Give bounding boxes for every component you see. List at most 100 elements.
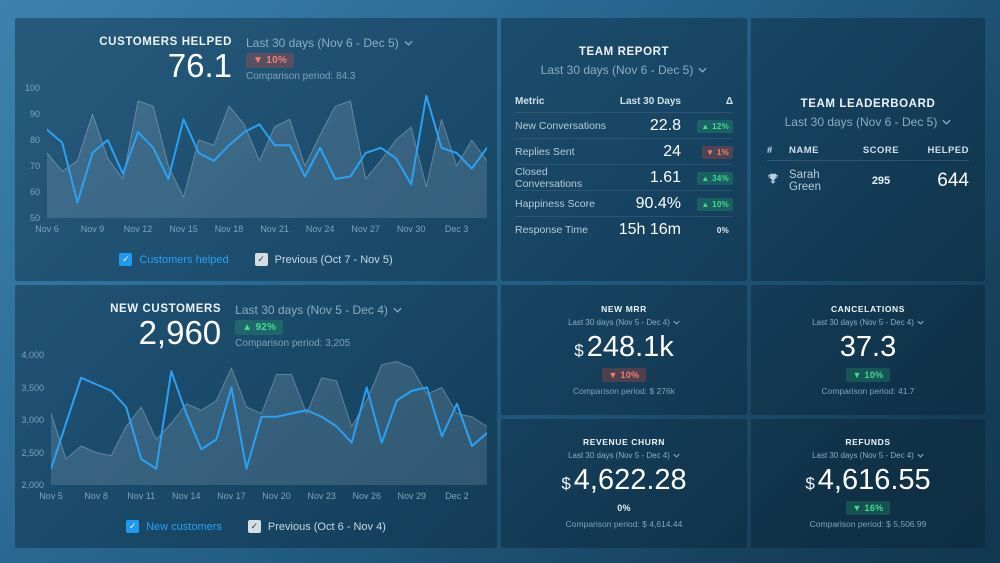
y-axis-tick: 60: [29, 187, 40, 198]
chevron-down-icon: [673, 453, 680, 458]
new-mrr-value: $ 248.1k: [574, 330, 674, 363]
x-axis-labels: Nov 6 Nov 9 Nov 12 Nov 15 Nov 18 Nov 21 Nov 24…: [35, 222, 487, 238]
panel-team-leaderboard: TEAM LEADERBOARD Last 30 days (Nov 6 - D…: [751, 18, 985, 281]
x-axis-tick: Nov 30: [396, 224, 426, 235]
x-axis-tick: Nov 18: [214, 224, 244, 235]
table-row: New Conversations 22.8 ▲ 12%: [515, 113, 733, 139]
table-row: Closed Conversations 1.61 ▲ 34%: [515, 165, 733, 191]
table-header-row: # NAME SCORE HELPED: [767, 145, 969, 161]
new-mrr-delta-badge: ▼ 10%: [601, 367, 647, 382]
panel-new-customers: NEW CUSTOMERS 2,960 Last 30 days (Nov 5 …: [15, 285, 497, 548]
cancelations-value: 37.3: [839, 330, 897, 363]
panel-revenue-churn: REVENUE CHURN Last 30 days (Nov 5 - Dec …: [501, 418, 747, 548]
table-header-row: Metric Last 30 Days Δ: [515, 91, 733, 113]
revenue-churn-delta-badge: 0%: [617, 503, 631, 514]
y-axis-tick: 2,500: [21, 447, 44, 458]
table-row: Replies Sent 24 ▼ 1%: [515, 139, 733, 165]
team-leaderboard-title: TEAM LEADERBOARD: [800, 98, 936, 110]
delta-badge: ▲ 34%: [697, 171, 733, 185]
delta-badge: ▲ 10%: [697, 197, 733, 211]
legend-toggle-new-customers[interactable]: ✓ New customers: [126, 520, 222, 534]
legend-toggle-previous[interactable]: ✓ Previous (Oct 6 - Nov 4): [247, 520, 386, 534]
previous-period-line: [47, 101, 487, 197]
team-report-period-dropdown[interactable]: Last 30 days (Nov 6 - Dec 5): [541, 63, 708, 77]
legend-toggle-customers-helped[interactable]: ✓ Customers helped: [119, 253, 229, 267]
chevron-down-icon: [393, 307, 402, 313]
customers-helped-period-dropdown[interactable]: Last 30 days (Nov 6 - Dec 5): [246, 36, 413, 50]
cancelations-period-dropdown[interactable]: Last 30 days (Nov 5 - Dec 4): [812, 318, 924, 327]
x-axis-tick: Nov 24: [305, 224, 335, 235]
refunds-comparison: Comparison period: $ 5,506.99: [809, 519, 927, 530]
new-mrr-comparison: Comparison period: $ 276k: [572, 385, 676, 396]
chevron-down-icon: [942, 119, 951, 125]
delta-badge: ▼ 1%: [702, 145, 733, 159]
line-chart: [51, 355, 487, 486]
checkbox-checked-icon: ✓: [119, 253, 133, 267]
refunds-title: REFUNDS: [845, 437, 891, 448]
team-report-table: Metric Last 30 Days Δ New Conversations …: [515, 91, 733, 243]
previous-period-area: [47, 101, 487, 219]
chevron-down-icon: [404, 40, 413, 46]
y-axis-tick: 3,500: [21, 382, 44, 393]
x-axis-tick: Nov 23: [307, 491, 336, 502]
delta-badge: ▲ 12%: [697, 119, 733, 133]
x-axis-tick: Dec 3: [444, 224, 469, 235]
y-axis-labels: 100 90 80 70 60 50: [15, 83, 47, 223]
new-customers-comparison: Comparison period: 3,205: [235, 338, 351, 349]
cancelations-comparison: Comparison period: 41.7: [821, 385, 915, 396]
panel-customers-helped: CUSTOMERS HELPED 76.1 Last 30 days (Nov …: [15, 18, 497, 281]
checkbox-checked-icon: ✓: [254, 253, 268, 267]
checkbox-checked-icon: ✓: [247, 520, 261, 534]
x-axis-tick: Dec 2: [445, 491, 469, 502]
panel-cancelations: CANCELATIONS Last 30 days (Nov 5 - Dec 4…: [751, 285, 985, 415]
refunds-value: $ 4,616.55: [805, 464, 931, 497]
team-leaderboard-period-dropdown[interactable]: Last 30 days (Nov 6 - Dec 5): [785, 115, 952, 129]
table-row: Happiness Score 90.4% ▲ 10%: [515, 191, 733, 217]
x-axis-tick: Nov 29: [397, 491, 427, 502]
panel-team-report: TEAM REPORT Last 30 days (Nov 6 - Dec 5)…: [501, 18, 747, 281]
y-axis-tick: 50: [29, 213, 40, 224]
customers-helped-title: CUSTOMERS HELPED: [99, 36, 232, 48]
x-axis-tick: Nov 12: [123, 224, 153, 235]
delta-badge: 0%: [716, 226, 729, 235]
customers-helped-delta-badge: ▼ 10%: [245, 53, 295, 68]
currency-symbol: $: [805, 474, 815, 494]
chevron-down-icon: [698, 67, 707, 73]
panel-new-mrr: NEW MRR Last 30 days (Nov 5 - Dec 4) $ 2…: [501, 285, 747, 415]
new-customers-legend: ✓ New customers ✓ Previous (Oct 6 - Nov …: [15, 505, 497, 548]
table-row: Response Time 15h 16m 0%: [515, 217, 733, 243]
previous-period-area: [51, 361, 487, 486]
new-mrr-period-dropdown[interactable]: Last 30 days (Nov 5 - Dec 4): [568, 318, 680, 327]
x-axis-tick: Nov 21: [260, 224, 289, 235]
customers-helped-comparison: Comparison period: 84.3: [245, 71, 356, 82]
x-axis-tick: Nov 20: [262, 491, 291, 502]
x-axis-tick: Nov 27: [351, 224, 380, 235]
y-axis-tick: 90: [29, 109, 40, 120]
revenue-churn-period-dropdown[interactable]: Last 30 days (Nov 5 - Dec 4): [568, 451, 680, 460]
checkbox-checked-icon: ✓: [126, 520, 140, 534]
x-axis-tick: Nov 17: [217, 491, 246, 502]
x-axis-tick: Nov 5: [39, 491, 63, 502]
line-chart: [47, 88, 487, 219]
x-axis-tick: Nov 14: [172, 491, 201, 502]
team-report-title: TEAM REPORT: [578, 46, 670, 58]
x-axis-tick: Nov 11: [127, 491, 156, 502]
y-axis-tick: 4,000: [21, 350, 44, 361]
legend-toggle-previous[interactable]: ✓ Previous (Oct 7 - Nov 5): [254, 253, 393, 267]
cancelations-title: CANCELATIONS: [830, 303, 906, 314]
trophy-icon: [768, 173, 778, 184]
series-line: [47, 96, 487, 203]
y-axis-tick: 3,000: [21, 415, 44, 426]
new-customers-period-dropdown[interactable]: Last 30 days (Nov 5 - Dec 4): [235, 303, 402, 317]
refunds-delta-badge: ▼ 16%: [845, 501, 891, 516]
revenue-churn-comparison: Comparison period: $ 4,614.44: [565, 519, 683, 530]
y-axis-labels: 4,000 3,500 3,000 2,500 2,000: [15, 350, 51, 490]
refunds-period-dropdown[interactable]: Last 30 days (Nov 5 - Dec 4): [812, 451, 924, 460]
kpi-grid: NEW MRR Last 30 days (Nov 5 - Dec 4) $ 2…: [501, 285, 985, 548]
x-axis-tick: Nov 6: [35, 224, 59, 235]
new-customers-header: NEW CUSTOMERS 2,960 Last 30 days (Nov 5 …: [15, 285, 497, 351]
new-customers-title: NEW CUSTOMERS: [110, 303, 222, 315]
y-axis-tick: 2,000: [21, 480, 44, 491]
x-axis-labels: Nov 5 Nov 8 Nov 11 Nov 14 Nov 17 Nov 20 Nov 23…: [39, 489, 487, 505]
